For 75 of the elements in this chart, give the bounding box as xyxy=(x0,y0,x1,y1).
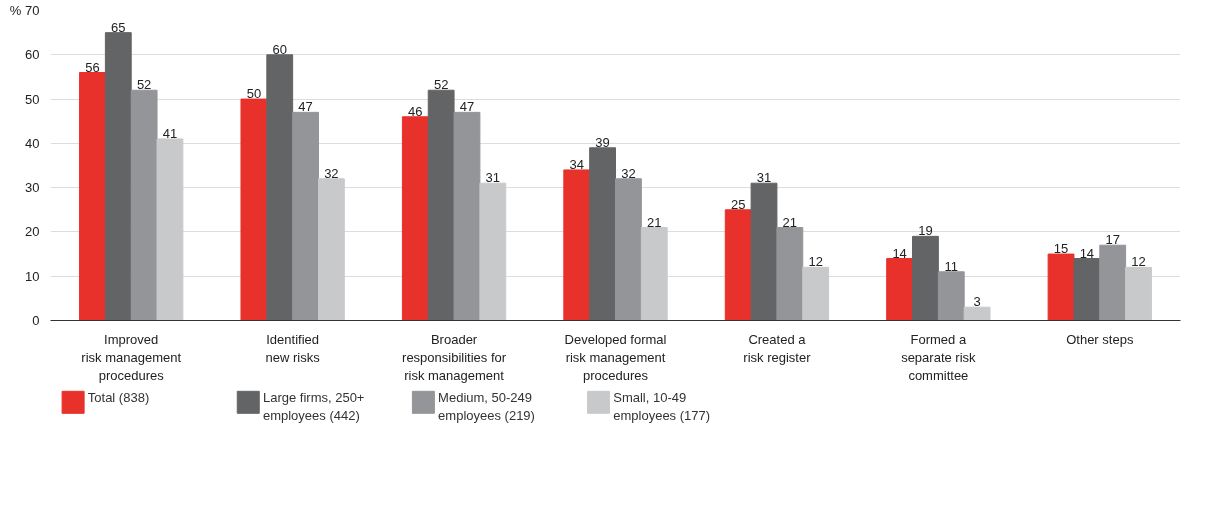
bar xyxy=(589,147,616,321)
data-label: 46 xyxy=(408,103,423,119)
data-label: 32 xyxy=(621,165,636,181)
data-label: 3 xyxy=(973,294,981,310)
y-tick-label: 20 xyxy=(25,224,40,240)
bar xyxy=(156,138,184,321)
legend-label: Large firms, 250+ employees (442) xyxy=(262,390,365,424)
x-tick-label: Formed a separate risk committee xyxy=(901,331,977,383)
bar xyxy=(292,111,319,321)
data-label: 60 xyxy=(272,41,287,57)
bar xyxy=(563,169,591,321)
data-label: 21 xyxy=(647,214,662,230)
bar xyxy=(750,182,778,321)
bar xyxy=(724,209,752,321)
bar xyxy=(912,235,939,321)
bar xyxy=(427,89,455,321)
y-tick-label: % 70 xyxy=(9,3,40,18)
data-label: 11 xyxy=(944,258,959,274)
bar xyxy=(776,227,804,321)
bar xyxy=(886,258,914,321)
bar xyxy=(1125,266,1152,321)
data-label: 50 xyxy=(246,86,262,102)
x-tick-label: Created a risk register xyxy=(743,331,812,365)
data-label: 52 xyxy=(136,77,152,93)
x-tick-label: Broader responsibilities for risk management xyxy=(402,331,507,383)
bar xyxy=(615,178,642,321)
y-tick-label: 30 xyxy=(25,180,40,196)
bar xyxy=(266,54,294,321)
data-label: 41 xyxy=(162,125,178,141)
data-label: 31 xyxy=(485,170,501,186)
data-label: 65 xyxy=(111,19,126,35)
data-label: 56 xyxy=(85,59,100,75)
bar xyxy=(130,89,158,321)
bar xyxy=(104,32,132,321)
bar xyxy=(479,182,507,321)
data-label: 12 xyxy=(808,254,823,270)
y-tick-label: 0 xyxy=(32,313,40,328)
data-label: 47 xyxy=(459,99,475,115)
data-label: 47 xyxy=(298,99,313,115)
data-label: 34 xyxy=(569,156,584,172)
data-label: 25 xyxy=(730,196,746,212)
data-label: 32 xyxy=(324,165,339,181)
data-label: 21 xyxy=(782,214,798,230)
bar xyxy=(802,266,830,321)
data-label: 15 xyxy=(1053,241,1069,257)
bar xyxy=(401,116,429,321)
legend-label: Small, 10-49 employees (177) xyxy=(613,390,711,424)
bar xyxy=(1073,258,1101,321)
bar xyxy=(79,72,106,321)
y-tick-label: 10 xyxy=(25,268,40,284)
x-tick-label: Identified new risks xyxy=(265,331,321,365)
y-tick-label: 40 xyxy=(25,135,40,151)
x-tick-label: Other steps xyxy=(1066,331,1134,347)
bar xyxy=(963,306,991,321)
data-label: 14 xyxy=(892,245,907,261)
data-label: 52 xyxy=(433,77,449,93)
y-tick-label: 50 xyxy=(25,91,40,107)
bar xyxy=(937,271,965,321)
data-label: 12 xyxy=(1131,254,1146,270)
data-label: 19 xyxy=(918,223,933,239)
x-tick-label: Improved risk management procedures xyxy=(81,331,182,383)
bar xyxy=(1099,244,1127,321)
legend-label: Total (838) xyxy=(87,390,150,406)
bar xyxy=(640,227,668,321)
data-label: 31 xyxy=(756,170,772,186)
data-label: 39 xyxy=(595,134,610,150)
bar xyxy=(317,178,345,321)
data-label: 17 xyxy=(1105,232,1120,248)
bar xyxy=(240,98,268,321)
data-label: 14 xyxy=(1079,245,1095,261)
legend-label: Medium, 50-249 employees (219) xyxy=(438,390,535,424)
y-tick-label: 60 xyxy=(25,47,40,63)
x-tick-label: Developed formal risk management procedures xyxy=(564,331,667,383)
bar xyxy=(1047,253,1075,321)
bar xyxy=(453,111,481,321)
